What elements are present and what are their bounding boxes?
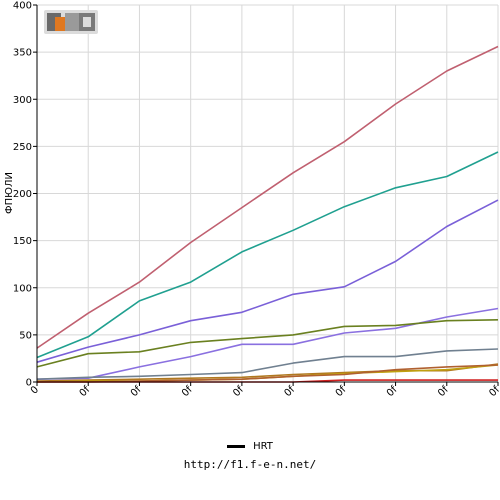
series-line-3 bbox=[36, 199, 499, 363]
series-line-6 bbox=[36, 348, 499, 380]
series-line-2 bbox=[36, 151, 499, 359]
x-tick-labels: 0 0f 0f 0f 0f 0f 0f 0f 0f 0f bbox=[29, 384, 500, 399]
x-tick-label: 0f bbox=[282, 384, 297, 399]
x-tick-label: 0f bbox=[385, 384, 400, 399]
y-tick-label: 50 bbox=[19, 330, 32, 341]
series-line-1 bbox=[36, 45, 499, 349]
logo bbox=[44, 10, 98, 34]
legend-swatch bbox=[227, 444, 246, 448]
y-tick-label: 300 bbox=[13, 95, 32, 106]
y-tick-labels: 0 50 100 150 200 250 300 350 400 bbox=[13, 1, 32, 389]
x-tick-label: 0f bbox=[129, 384, 144, 399]
footer-url[interactable]: http://f1.f-e-n.net/ bbox=[183, 458, 317, 471]
axes bbox=[33, 4, 499, 386]
y-tick-label: 400 bbox=[13, 1, 32, 12]
y-axis-title: ФПЮЛИ bbox=[4, 172, 15, 214]
y-tick-label: 200 bbox=[13, 189, 32, 200]
y-tick-label: 150 bbox=[13, 236, 32, 247]
x-tick-label: 0 bbox=[29, 384, 41, 396]
x-tick-label: 0f bbox=[78, 384, 93, 399]
x-tick-label: 0f bbox=[231, 384, 246, 399]
x-tick-label: 0f bbox=[334, 384, 349, 399]
y-tick-label: 350 bbox=[13, 48, 32, 59]
legend: HRT bbox=[0, 438, 500, 454]
y-tick-label: 100 bbox=[13, 283, 32, 294]
y-tick-label: 0 bbox=[26, 378, 32, 389]
x-tick-label: 0f bbox=[487, 384, 500, 399]
y-tick-label: 250 bbox=[13, 142, 32, 153]
series-line-5 bbox=[36, 319, 499, 368]
x-tick-label: 0f bbox=[436, 384, 451, 399]
legend-label: HRT bbox=[253, 440, 273, 452]
x-tick-label: 0f bbox=[180, 384, 195, 399]
